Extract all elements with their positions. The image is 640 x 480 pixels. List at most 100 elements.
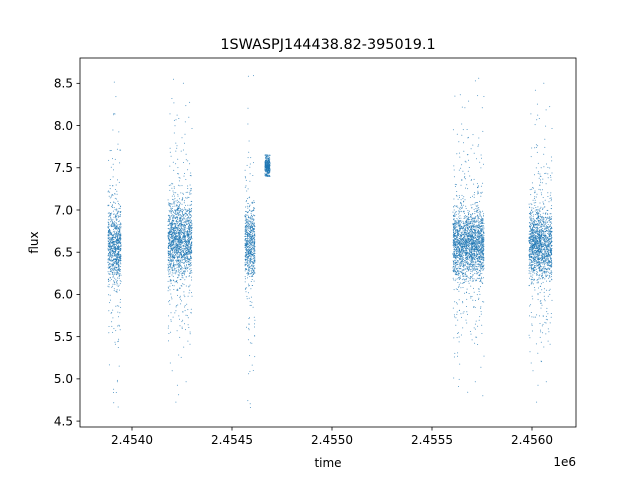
data-point — [479, 265, 481, 267]
data-point — [248, 327, 250, 329]
data-point — [461, 123, 463, 125]
data-point — [453, 314, 455, 316]
data-point — [191, 257, 193, 259]
data-point — [117, 228, 119, 230]
data-point — [267, 154, 269, 156]
data-point — [247, 243, 249, 245]
data-point — [250, 214, 252, 216]
data-point — [117, 406, 119, 408]
data-point — [175, 119, 177, 121]
data-point — [246, 234, 248, 236]
data-point — [178, 228, 180, 230]
data-point — [473, 291, 475, 293]
data-point — [185, 276, 187, 278]
data-point — [248, 323, 250, 325]
data-point — [479, 266, 481, 268]
data-point — [187, 267, 189, 269]
data-point — [482, 395, 484, 397]
data-point — [250, 157, 252, 159]
data-point — [169, 285, 171, 287]
data-point — [473, 220, 475, 222]
data-point — [249, 233, 251, 235]
data-point — [476, 239, 478, 241]
data-point — [245, 216, 247, 218]
data-point — [476, 227, 478, 229]
data-point — [468, 242, 470, 244]
data-point — [248, 297, 250, 299]
data-point — [244, 216, 246, 218]
data-point — [462, 241, 464, 243]
data-point — [253, 316, 255, 318]
data-point — [114, 253, 116, 255]
data-point — [185, 223, 187, 225]
data-point — [458, 220, 460, 222]
data-point — [474, 263, 476, 265]
data-point — [463, 275, 465, 277]
data-point — [187, 214, 189, 216]
data-point — [465, 225, 467, 227]
data-point — [170, 243, 172, 245]
data-point — [188, 197, 190, 198]
data-point — [169, 224, 171, 226]
data-point — [119, 280, 121, 281]
data-point — [479, 220, 481, 222]
data-point — [189, 231, 190, 233]
data-point — [184, 207, 185, 209]
data-point — [249, 236, 251, 238]
data-point — [252, 216, 253, 217]
data-point — [187, 324, 189, 326]
data-point — [265, 156, 267, 157]
data-point — [114, 193, 116, 195]
data-point — [176, 222, 178, 224]
data-point — [113, 243, 115, 245]
data-point — [458, 207, 460, 209]
data-point — [181, 185, 183, 187]
data-point — [120, 149, 122, 151]
data-point — [114, 226, 116, 228]
data-point — [180, 228, 182, 230]
data-point — [172, 275, 174, 277]
data-point — [191, 229, 193, 231]
data-point — [191, 279, 193, 281]
data-point — [459, 208, 461, 210]
data-point — [187, 270, 189, 272]
data-point — [462, 243, 464, 245]
data-point — [180, 256, 182, 258]
data-point — [460, 199, 462, 201]
data-point — [116, 270, 118, 272]
data-point — [467, 238, 469, 240]
data-point — [112, 219, 114, 221]
data-point — [117, 280, 118, 282]
data-point — [253, 271, 255, 273]
data-point — [475, 237, 476, 239]
data-point — [173, 216, 175, 218]
data-point — [190, 239, 192, 240]
data-point — [171, 247, 173, 249]
data-point — [460, 224, 461, 226]
data-point — [246, 219, 248, 220]
data-point — [456, 226, 458, 228]
data-point — [117, 266, 119, 268]
data-point — [478, 213, 480, 215]
data-point — [118, 262, 120, 264]
data-point — [174, 257, 176, 258]
data-point — [176, 282, 178, 284]
data-point — [252, 269, 254, 271]
data-point — [181, 261, 183, 263]
data-point — [175, 212, 177, 214]
data-point — [247, 261, 249, 263]
data-point — [168, 214, 170, 216]
data-point — [246, 164, 248, 166]
data-point — [473, 233, 475, 235]
data-point — [175, 225, 176, 227]
data-point — [183, 270, 185, 272]
data-point — [187, 196, 189, 198]
data-point — [180, 253, 182, 255]
data-point — [266, 157, 268, 159]
data-point — [109, 248, 111, 250]
data-point — [251, 221, 253, 223]
data-point — [246, 252, 248, 254]
data-point — [246, 228, 248, 230]
data-point — [250, 238, 252, 240]
data-point — [114, 259, 116, 261]
